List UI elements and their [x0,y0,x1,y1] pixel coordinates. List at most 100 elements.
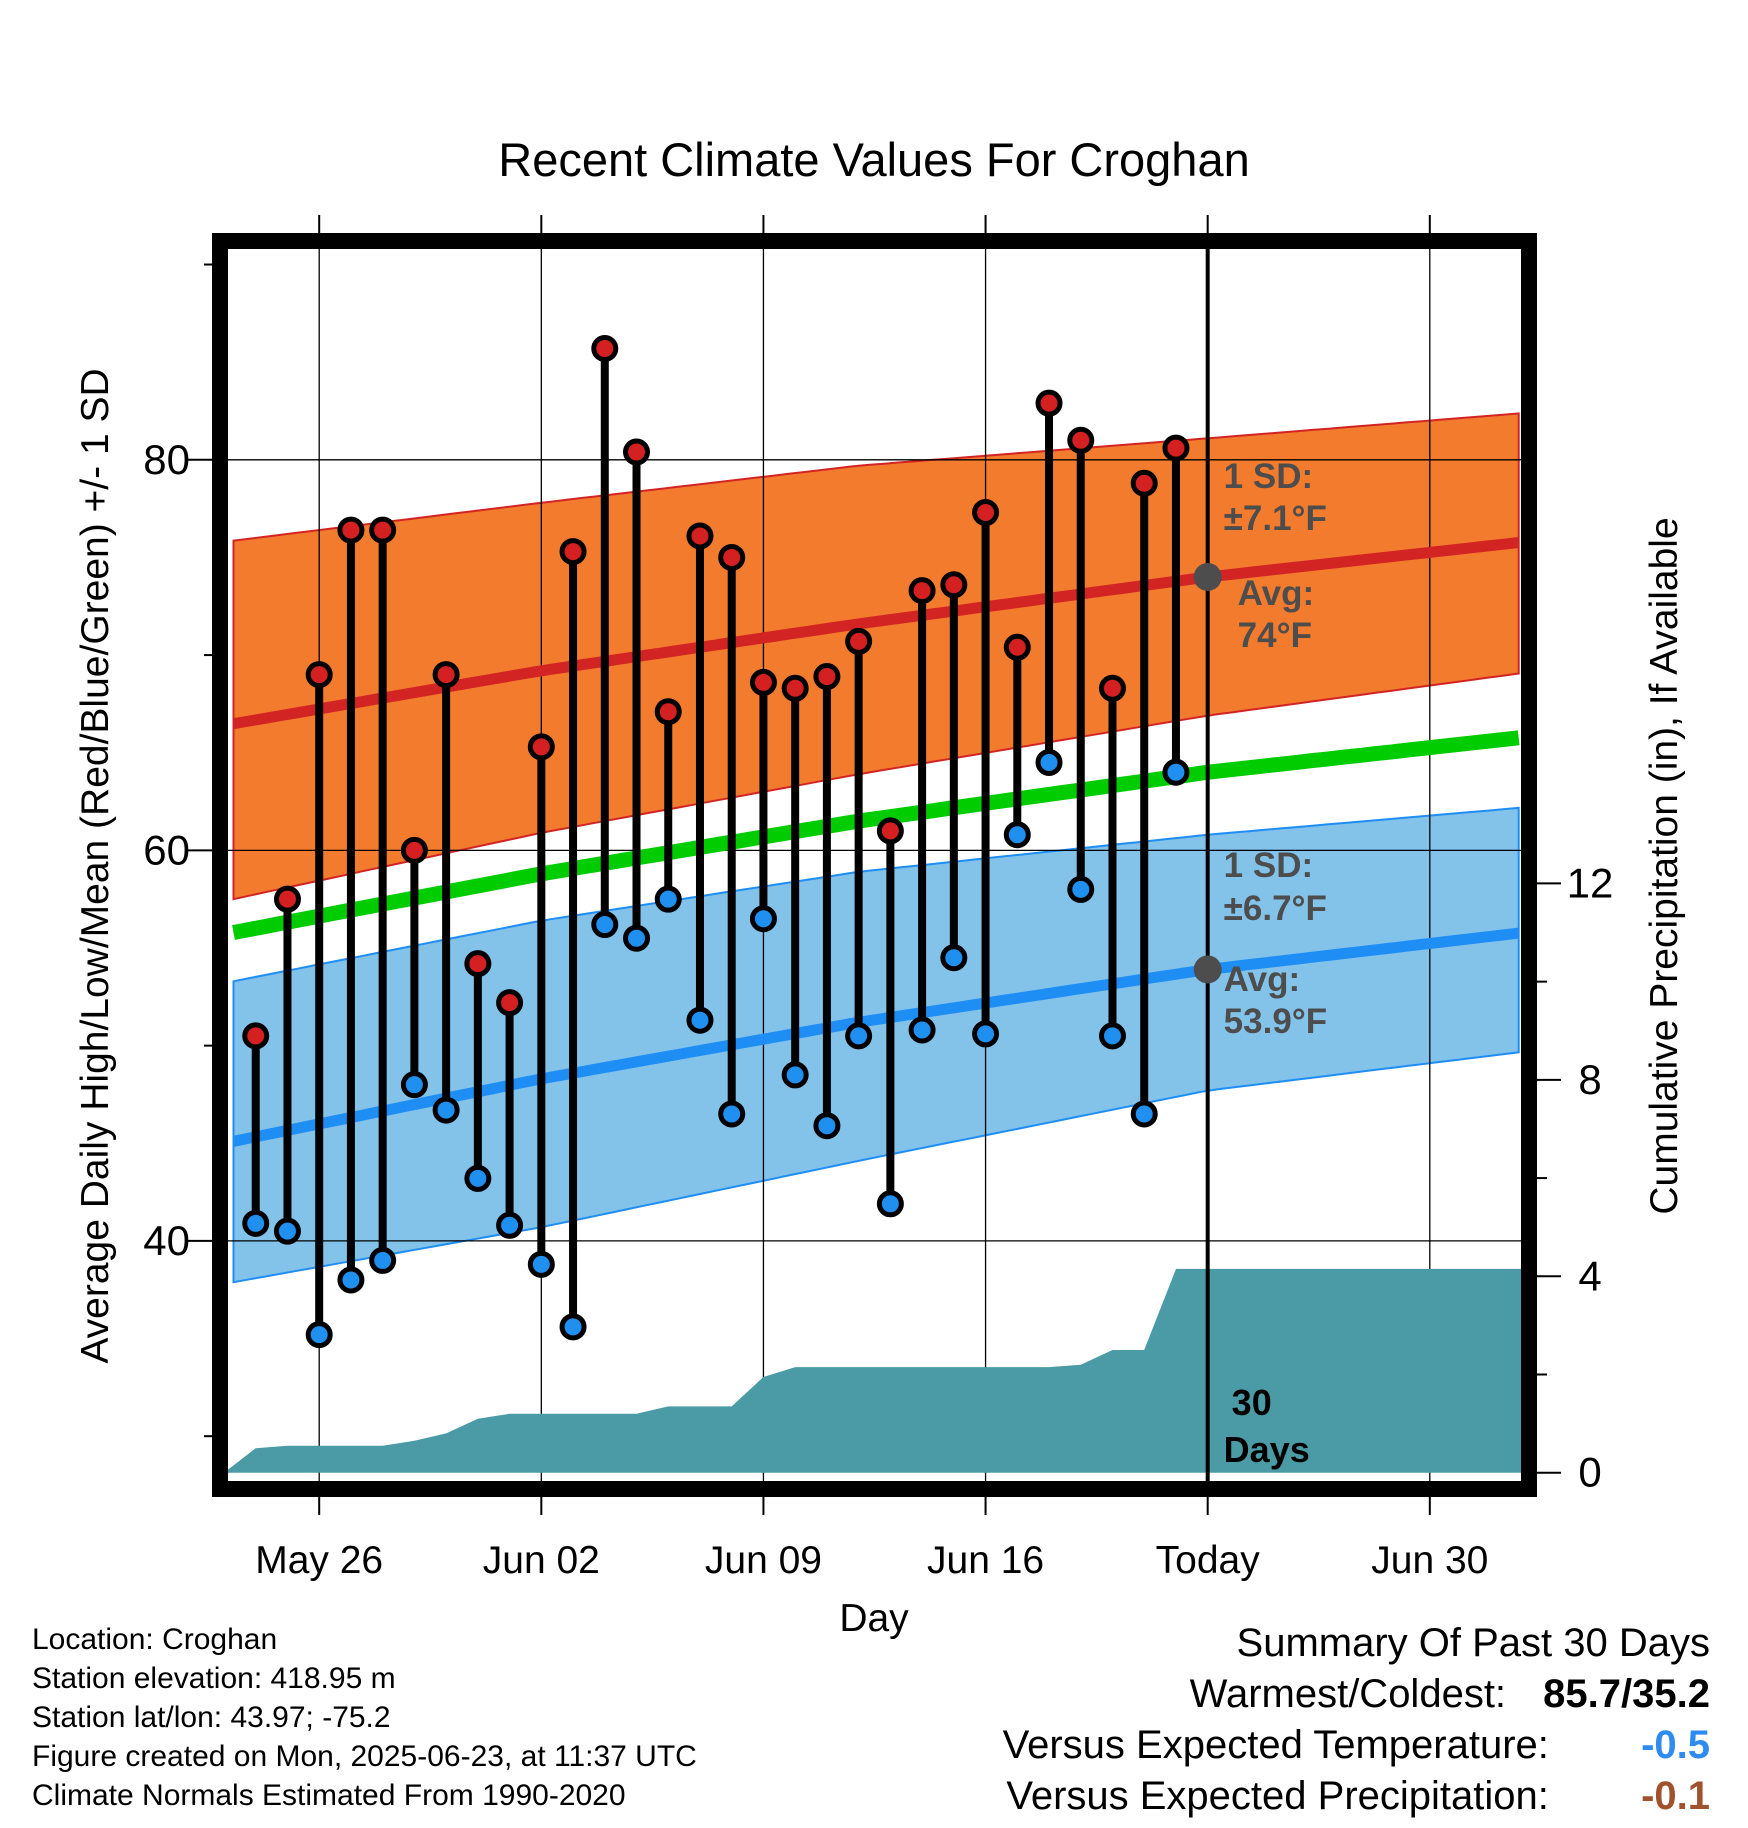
high-marker [749,668,777,696]
low-marker [1067,875,1095,903]
temperature-departure-value: -0.5 [1641,1723,1710,1767]
low-marker [400,1071,428,1099]
temperature-departure-row: Versus Expected Temperature: -0.5 [1003,1720,1710,1771]
high-marker [273,885,301,913]
high-sd-value: ±7.1°F [1224,499,1327,538]
low-marker [718,1100,746,1128]
today-low-avg-dot [1193,955,1222,984]
normals-text: Climate Normals Estimated From 1990-2020 [32,1779,626,1812]
high-marker [496,989,524,1017]
high-marker [845,627,873,655]
days-label-line1: 30 [1232,1382,1272,1423]
latlon-text: Station lat/lon: 43.97; -75.2 [32,1701,391,1734]
high-marker [813,663,841,691]
high-marker [559,538,587,566]
high-marker [781,674,809,702]
low-marker [876,1190,904,1218]
plot-frame [212,233,1537,1497]
low-marker [273,1217,301,1245]
x-tick-label: Jun 16 [927,1539,1044,1582]
today-high-avg-dot [1193,562,1222,591]
high-marker [527,733,555,761]
high-avg-value: 74°F [1238,616,1312,655]
temperature-departure-label: Versus Expected Temperature: [1002,1723,1549,1767]
high-marker [654,698,682,726]
low-marker [496,1211,524,1239]
high-marker [369,516,397,544]
high-marker [591,334,619,362]
low-marker [464,1164,492,1192]
y-tick-label: 40 [143,1217,190,1264]
low-marker [559,1313,587,1341]
high-marker [718,543,746,571]
y-axis-label: Average Daily High/Low/Mean (Red/Blue/Gr… [74,368,117,1363]
x-tick-label: Jun 09 [705,1539,822,1582]
precipitation-departure-row: Versus Expected Precipitation: -0.1 [1003,1771,1710,1822]
low-marker [591,911,619,939]
high-marker [876,817,904,845]
precipitation-area [224,1268,1525,1473]
low-marker [1003,821,1031,849]
low-marker [813,1112,841,1140]
high-marker [940,571,968,599]
high-marker [686,522,714,550]
low-marker [749,905,777,933]
low-marker [1162,758,1190,786]
y2-tick-label: 0 [1578,1449,1601,1496]
precipitation-departure-label: Versus Expected Precipitation: [1006,1774,1549,1818]
low-marker [686,1006,714,1034]
high-marker [1162,434,1190,462]
high-marker [242,1022,270,1050]
x-axis-label: Day [839,1597,909,1640]
high-marker [1067,426,1095,454]
high-avg-label: Avg: [1238,574,1314,613]
high-marker [972,499,1000,527]
y-tick-label: 80 [143,436,190,483]
low-sd-value: ±6.7°F [1224,889,1327,928]
warmest-coldest-label: Warmest/Coldest: [1189,1672,1507,1716]
precipitation-departure-value: -0.1 [1641,1774,1710,1818]
low-marker [623,924,651,952]
warmest-coldest-value: 85.7/35.2 [1543,1672,1710,1716]
chart-title: Recent Climate Values For Croghan [498,133,1249,186]
summary-title: Summary Of Past 30 Days [1236,1621,1710,1665]
low-marker [242,1209,270,1237]
high-marker [464,950,492,978]
low-marker [654,885,682,913]
high-sd-band [232,412,1520,901]
summary-panel: Summary Of Past 30 Days Warmest/Coldest:… [1003,1618,1710,1822]
x-tick-label: Today [1156,1539,1261,1582]
high-marker [305,661,333,689]
days-label-line2: Days [1224,1429,1310,1470]
x-tick-label: Jun 30 [1371,1539,1488,1582]
high-sd-label: 1 SD: [1224,457,1313,496]
x-tick-label: May 26 [255,1539,383,1582]
y2-axis-label: Cumulative Precipitation (in), If Availa… [1643,517,1686,1214]
low-sd-label: 1 SD: [1224,846,1313,885]
x-tick-label: Jun 02 [483,1539,600,1582]
station-info: Location: Croghan Station elevation: 418… [32,1620,697,1815]
low-marker [369,1246,397,1274]
y2-tick-label: 8 [1578,1056,1601,1103]
warmest-coldest-row: Warmest/Coldest: 85.7/35.2 [1003,1669,1710,1720]
high-marker [623,438,651,466]
low-sd-band [232,806,1520,1284]
low-marker [972,1020,1000,1048]
location-text: Location: Croghan [32,1623,278,1656]
low-marker [1098,1022,1126,1050]
low-marker [337,1266,365,1294]
high-marker [400,836,428,864]
y2-tick-label: 12 [1567,859,1614,906]
created-text: Figure created on Mon, 2025-06-23, at 11… [32,1740,697,1773]
low-marker [527,1250,555,1278]
low-marker [781,1061,809,1089]
low-avg-label: Avg: [1224,960,1300,999]
y-tick-label: 60 [143,826,190,873]
low-avg-value: 53.9°F [1224,1002,1328,1041]
low-marker [432,1096,460,1124]
high-marker [1098,674,1126,702]
y2-tick-label: 4 [1578,1252,1601,1299]
high-marker [337,516,365,544]
